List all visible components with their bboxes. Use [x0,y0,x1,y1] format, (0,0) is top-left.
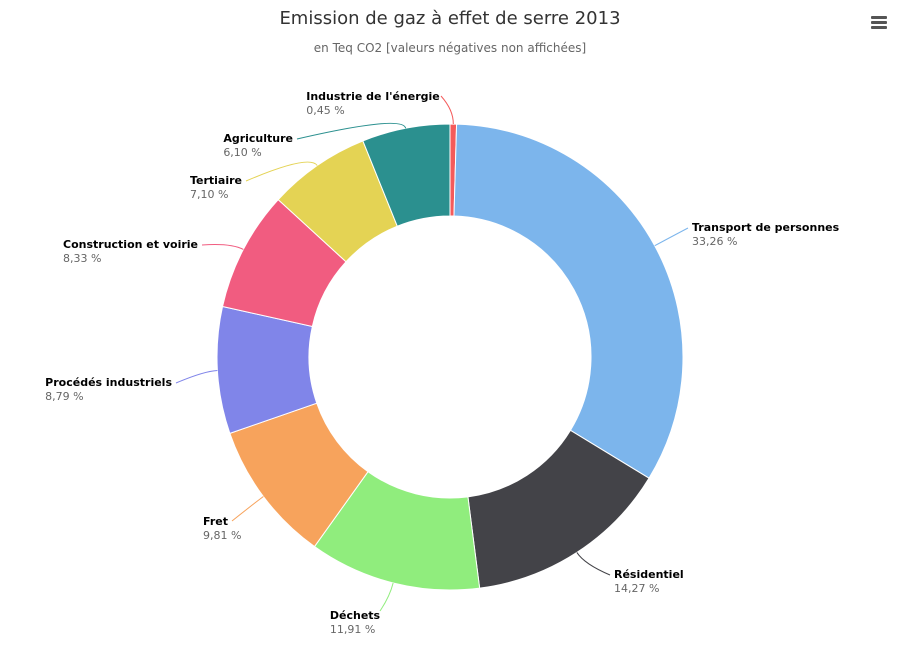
label-connectors [175,95,689,612]
chart-title: Emission de gaz à effet de serre 2013 [279,8,620,29]
slice-label-name-8: Agriculture [223,132,293,145]
slice-label-name-5: Procédés industriels [45,376,172,389]
slice-label-name-7: Tertiaire [190,174,242,187]
slice-label-name-0: Industrie de l'énergie [306,90,440,103]
connector-8 [296,122,407,140]
slice-label-value-3: 11,91 % [330,623,375,636]
slice-label-value-2: 14,27 % [614,582,659,595]
connector-0 [440,95,454,125]
connector-1 [654,227,689,247]
slice-label-value-7: 7,10 % [190,188,228,201]
connector-7 [245,161,318,182]
slice-label-value-4: 9,81 % [203,529,241,542]
slice-label-value-0: 0,45 % [306,104,344,117]
connector-3 [379,582,394,612]
slice-1[interactable] [453,123,684,479]
chart-subtitle: en Teq CO2 [valeurs négatives non affich… [314,41,586,55]
slice-label-name-2: Résidentiel [614,568,684,581]
slice-label-name-6: Construction et voirie [63,238,198,251]
slice-label-value-6: 8,33 % [63,252,101,265]
connector-4 [231,496,264,522]
hamburger-menu-icon[interactable] [868,12,890,32]
slice-label-name-1: Transport de personnes [692,221,840,234]
slice-label-name-4: Fret [203,515,228,528]
slice-label-value-5: 8,79 % [45,390,83,403]
donut-slices [216,123,684,591]
connector-5 [175,369,218,384]
slice-8[interactable] [362,123,451,227]
slice-label-value-8: 6,10 % [223,146,261,159]
connector-6 [201,244,244,250]
slice-label-name-3: Déchets [330,609,381,622]
slice-label-value-1: 33,26 % [692,235,737,248]
connector-2 [576,552,611,576]
